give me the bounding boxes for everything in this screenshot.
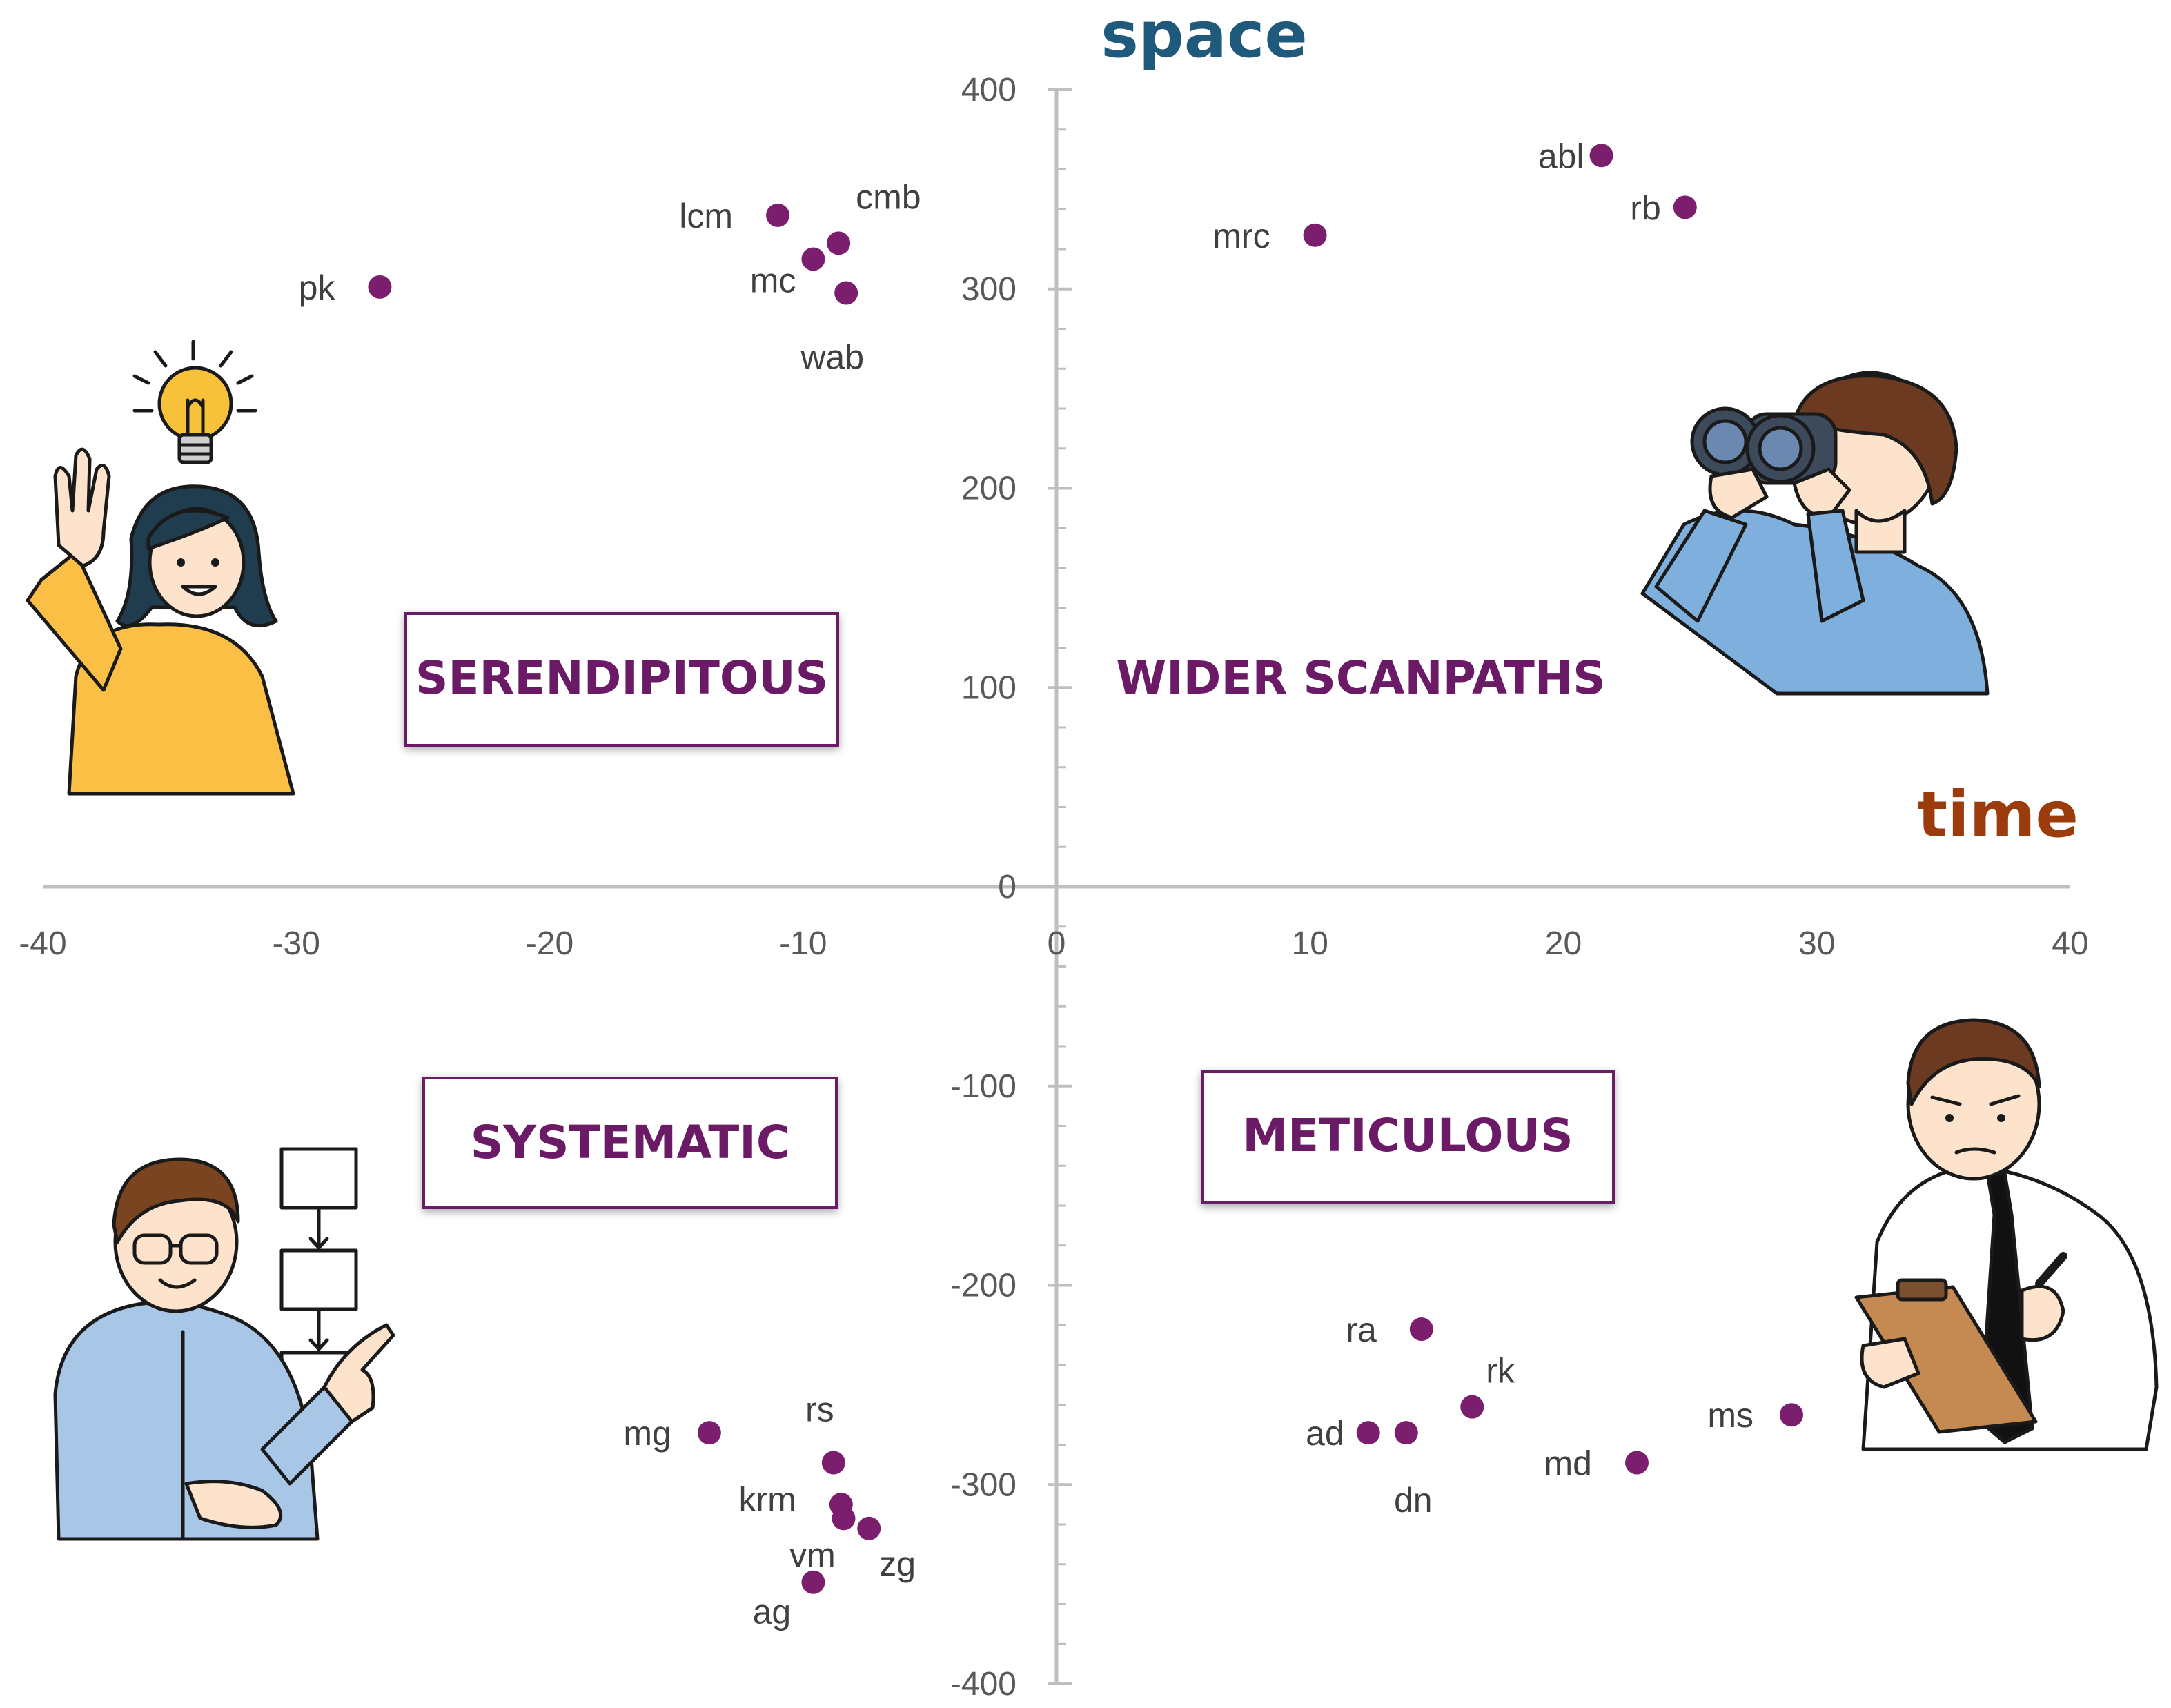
x-tick-label: 20 xyxy=(1545,925,1582,962)
point-label-ra: ra xyxy=(1346,1311,1377,1349)
point-label-rk: rk xyxy=(1486,1352,1515,1391)
data-point-vm xyxy=(832,1506,856,1531)
data-point-cmb xyxy=(827,231,851,255)
data-point-mrc xyxy=(1303,223,1327,247)
point-label-wab: wab xyxy=(800,338,864,377)
data-point-rk xyxy=(1460,1395,1484,1419)
quadrant-label-top-left: SERENDIPITOUS xyxy=(415,651,828,705)
y-tick-label: 400 xyxy=(961,72,1016,108)
quadrant-label-bottom-left: SYSTEMATIC xyxy=(471,1116,790,1169)
quadrant-box-top-left: SERENDIPITOUS xyxy=(404,612,839,747)
x-tick-label: -20 xyxy=(526,925,573,962)
data-point-ad xyxy=(1356,1421,1380,1445)
woman-idea-lightbulb-icon xyxy=(26,340,295,796)
man-clipboard-icon xyxy=(1854,1018,2159,1451)
quadrant-label-bottom-right: METICULOUS xyxy=(1242,1109,1573,1162)
point-label-zg: zg xyxy=(879,1544,916,1583)
data-point-ag xyxy=(801,1570,825,1594)
x-tick-label: 30 xyxy=(1798,925,1835,962)
data-point-mc xyxy=(801,247,825,271)
data-point-mg xyxy=(697,1421,721,1445)
x-tick-label: 10 xyxy=(1292,925,1328,962)
point-label-mrc: mrc xyxy=(1212,217,1270,255)
point-label-pk: pk xyxy=(299,268,336,307)
y-tick-label: -300 xyxy=(950,1466,1016,1503)
y-tick-label: -200 xyxy=(950,1268,1016,1304)
y-tick-label: 200 xyxy=(961,471,1016,507)
point-label-md: md xyxy=(1544,1444,1592,1482)
data-point-rs xyxy=(821,1451,845,1475)
data-point-ra xyxy=(1409,1317,1433,1342)
point-label-mc: mc xyxy=(750,261,796,300)
data-point-wab xyxy=(834,281,858,305)
tick-labels: -40 -30 -20 -10 0 10 20 30 404003002001000-100-2… xyxy=(19,72,2088,1702)
point-label-rs: rs xyxy=(805,1390,834,1429)
data-point-ms xyxy=(1780,1403,1804,1427)
point-label-ad: ad xyxy=(1306,1414,1344,1453)
quadrant-box-bottom-right: METICULOUS xyxy=(1201,1070,1615,1204)
y-tick-label: 100 xyxy=(961,669,1016,706)
point-label-dn: dn xyxy=(1394,1481,1433,1520)
x-tick-label: 40 xyxy=(2052,925,2088,962)
x-tick-label: -30 xyxy=(273,925,320,962)
point-label-ag: ag xyxy=(753,1593,792,1631)
man-flowchart-icon xyxy=(53,1147,395,1541)
point-label-mg: mg xyxy=(623,1414,671,1453)
x-tick-label: -40 xyxy=(19,925,66,962)
point-label-abl: abl xyxy=(1538,137,1584,175)
data-point-pk xyxy=(368,275,392,299)
x-axis-title: time xyxy=(1917,778,2079,852)
quadrant-box-bottom-left: SYSTEMATIC xyxy=(422,1077,838,1209)
point-label-cmb: cmb xyxy=(856,177,921,216)
data-point-md xyxy=(1625,1451,1649,1475)
point-label-krm: krm xyxy=(739,1480,796,1519)
axes xyxy=(43,88,2070,1685)
quadrant-label-top-right: WIDER SCANPATHS xyxy=(1116,651,1605,705)
y-axis-title: space xyxy=(1101,0,1308,72)
data-point-zg xyxy=(857,1516,881,1540)
man-binoculars-icon xyxy=(1640,371,1990,696)
point-label-ms: ms xyxy=(1707,1396,1754,1435)
y-tick-label: 300 xyxy=(961,271,1016,308)
x-tick-label: -10 xyxy=(779,925,827,962)
y-tick-label: -100 xyxy=(950,1068,1016,1105)
quadrant-box-top-right: WIDER SCANPATHS xyxy=(1116,651,1605,705)
y-tick-label: -400 xyxy=(950,1666,1016,1702)
point-label-vm: vm xyxy=(789,1535,836,1574)
data-point-rb xyxy=(1673,195,1697,219)
point-label-lcm: lcm xyxy=(679,197,733,235)
data-point-lcm xyxy=(766,203,790,227)
y-tick-label: 0 xyxy=(998,869,1016,905)
data-point-abl xyxy=(1589,144,1613,168)
data-point-dn xyxy=(1394,1421,1418,1445)
point-label-rb: rb xyxy=(1630,188,1660,227)
x-tick-label: 0 xyxy=(1048,925,1066,962)
